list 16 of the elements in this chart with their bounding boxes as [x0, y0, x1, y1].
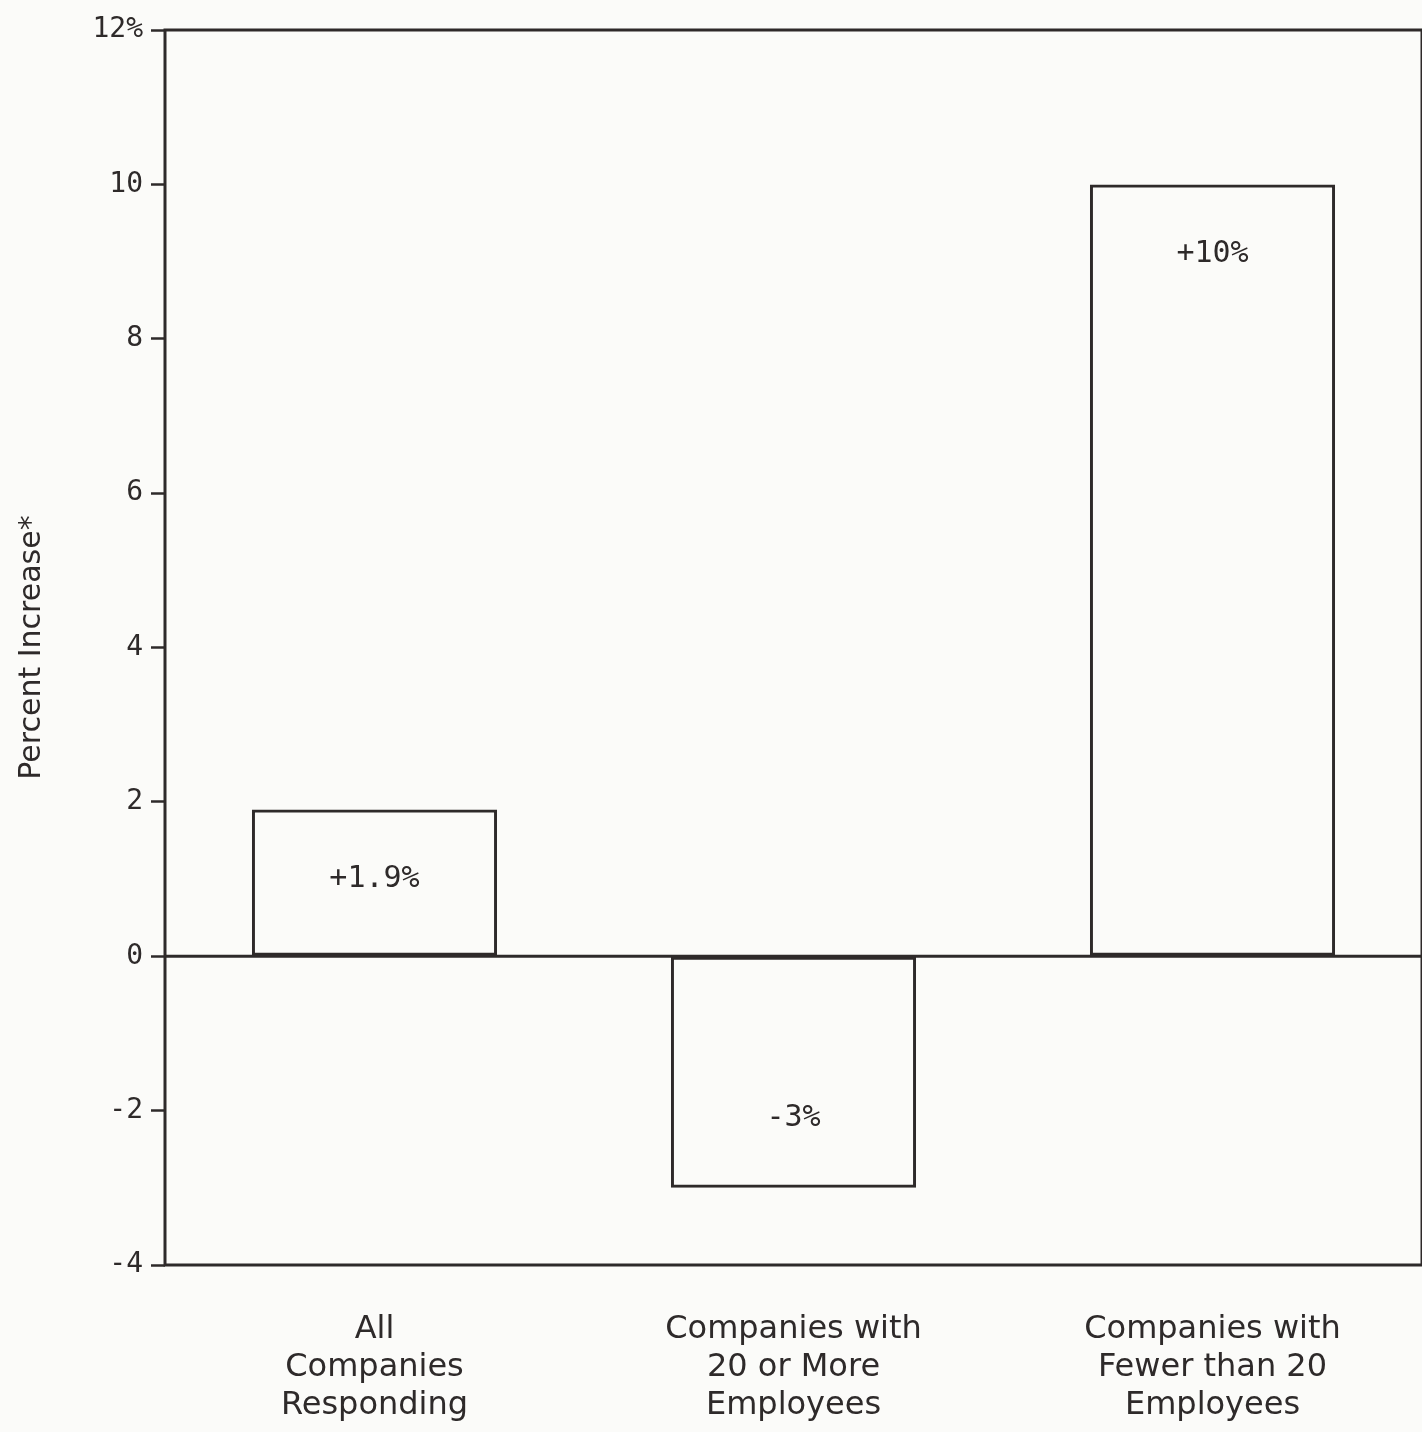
y-tick-label: 0	[126, 937, 143, 971]
y-tick-label: 4	[126, 628, 143, 662]
y-tick-label: 12%	[92, 11, 144, 45]
y-tick-label: 10	[109, 165, 143, 199]
y-tick-label: -4	[109, 1246, 143, 1280]
data-label: +10%	[1176, 234, 1249, 270]
y-axis-title: Percent Increase*	[11, 515, 47, 780]
y-tick-label: 2	[126, 783, 143, 817]
y-tick-label: 6	[126, 474, 143, 508]
x-tick-label: Companies with 20 or More Employees	[665, 1307, 922, 1423]
y-tick-label: 8	[126, 320, 143, 354]
data-label: +1.9%	[329, 859, 420, 895]
data-label: -3%	[766, 1098, 821, 1134]
x-tick-label: Companies with Fewer than 20 Employees	[1084, 1307, 1341, 1423]
y-tick-label: -2	[109, 1091, 143, 1125]
x-tick-label: All Companies Responding	[280, 1307, 469, 1423]
